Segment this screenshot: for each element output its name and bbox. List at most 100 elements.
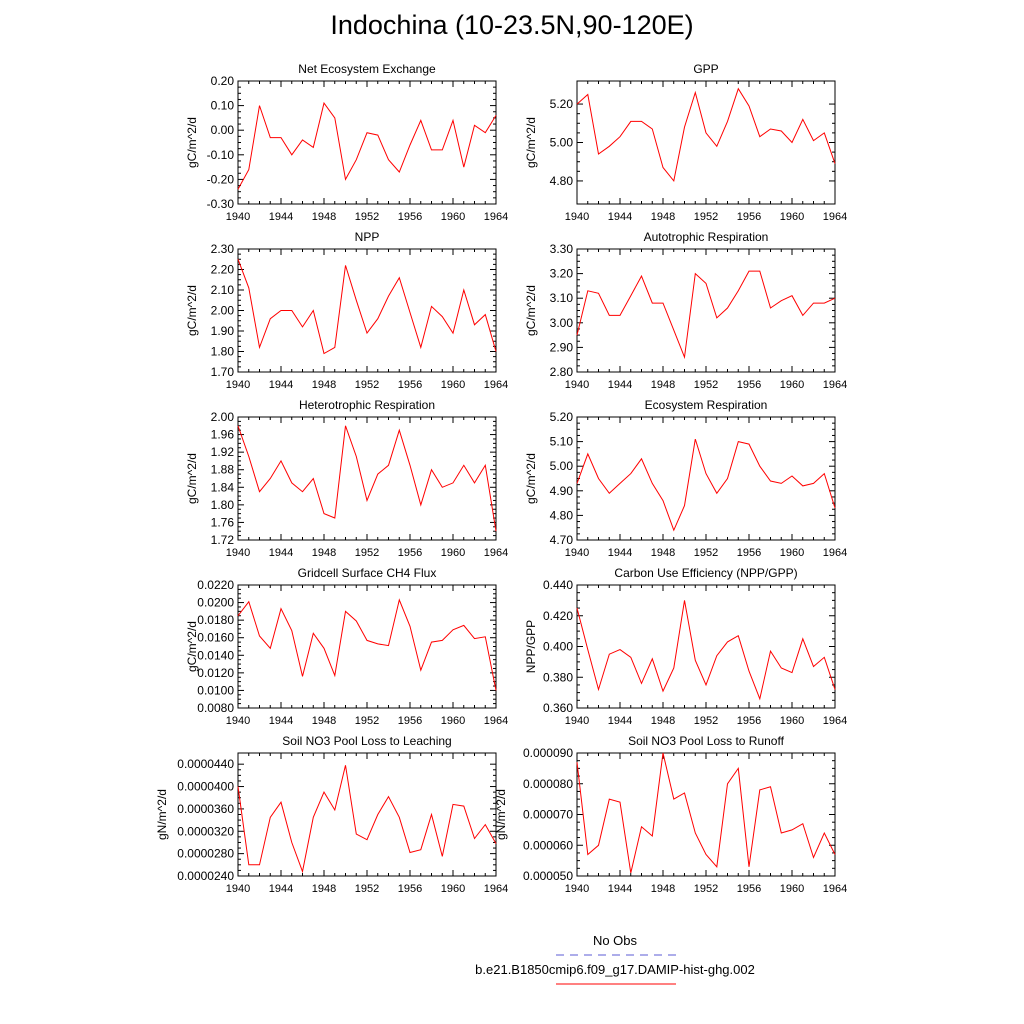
y-tick-label: 1.80 <box>211 345 235 359</box>
y-tick-label: 4.80 <box>550 508 574 522</box>
x-tick-label: 1940 <box>226 715 250 727</box>
x-tick-label: 1940 <box>226 547 250 559</box>
panel-5: Heterotrophic Respiration gC/m^2/d 1940 194… <box>185 398 508 559</box>
x-tick-label: 1964 <box>484 211 508 223</box>
x-tick-label: 1944 <box>608 379 632 391</box>
y-tick-label: -0.20 <box>207 172 235 186</box>
panel-2: GPP gC/m^2/d 1940 1944 1948 1952 1956 1960 1964 4… <box>524 62 847 223</box>
panel-title: GPP <box>693 62 718 76</box>
y-tick-label: 5.10 <box>550 435 574 449</box>
x-tick-label: 1944 <box>608 547 632 559</box>
x-tick-label: 1964 <box>484 547 508 559</box>
y-tick-label: 0.00 <box>211 123 235 137</box>
x-tick-label: 1964 <box>823 883 847 895</box>
y-axis-label: gN/m^2/d <box>155 789 169 840</box>
series-line <box>237 765 497 874</box>
x-tick-label: 1952 <box>694 547 718 559</box>
x-tick-label: 1964 <box>823 379 847 391</box>
x-tick-label: 1952 <box>355 715 379 727</box>
y-tick-label: 2.90 <box>550 340 574 354</box>
y-tick-label: 5.20 <box>550 97 574 111</box>
panel-title: Autotrophic Respiration <box>644 230 769 244</box>
y-tick-label: 3.20 <box>550 267 574 281</box>
legend-obs-label: No Obs <box>592 933 638 948</box>
series-line <box>237 259 497 355</box>
x-tick-label: 1944 <box>269 379 293 391</box>
x-tick-label: 1948 <box>651 715 675 727</box>
x-tick-label: 1964 <box>484 715 508 727</box>
y-tick-label: 0.000080 <box>523 777 573 791</box>
y-tick-label: 0.0120 <box>197 666 234 680</box>
y-tick-label: 1.84 <box>211 480 235 494</box>
y-tick-label: 0.0200 <box>197 596 234 610</box>
y-tick-label: 4.90 <box>550 484 574 498</box>
x-tick-label: 1944 <box>608 883 632 895</box>
x-tick-label: 1944 <box>269 883 293 895</box>
series-line <box>237 598 497 691</box>
x-tick-label: 1940 <box>565 715 589 727</box>
y-tick-label: 0.0080 <box>197 701 234 715</box>
legend-model-label: b.e21.B1850cmip6.f09_g17.DAMIP-hist-ghg.… <box>475 962 755 977</box>
y-tick-label: 4.80 <box>550 174 574 188</box>
x-tick-label: 1940 <box>565 547 589 559</box>
x-tick-label: 1964 <box>484 883 508 895</box>
series-line <box>576 87 836 183</box>
plot-frame <box>576 248 836 373</box>
x-tick-label: 1964 <box>823 715 847 727</box>
y-tick-label: 0.000060 <box>523 838 573 852</box>
series-line <box>237 425 497 532</box>
x-tick-label: 1960 <box>780 211 804 223</box>
x-tick-label: 1940 <box>226 379 250 391</box>
y-tick-label: 1.88 <box>211 463 235 477</box>
x-tick-label: 1960 <box>780 379 804 391</box>
plot-frame <box>237 248 497 373</box>
y-tick-label: 1.72 <box>211 533 235 547</box>
panel-title: NPP <box>355 230 380 244</box>
y-tick-label: 0.0000240 <box>177 869 234 883</box>
series-line <box>237 101 497 190</box>
x-tick-label: 1952 <box>694 883 718 895</box>
y-axis-label: gN/m^2/d <box>494 789 508 840</box>
y-tick-label: 1.70 <box>211 365 235 379</box>
x-tick-label: 1964 <box>823 547 847 559</box>
x-tick-label: 1956 <box>737 883 761 895</box>
panel-1: Net Ecosystem Exchange gC/m^2/d 1940 1944 19… <box>185 62 508 223</box>
y-tick-label: 0.0220 <box>197 578 234 592</box>
y-tick-label: 3.00 <box>550 316 574 330</box>
x-tick-label: 1952 <box>355 883 379 895</box>
x-tick-label: 1952 <box>694 715 718 727</box>
x-tick-label: 1944 <box>269 715 293 727</box>
y-tick-label: 0.0000400 <box>177 780 234 794</box>
x-tick-label: 1944 <box>269 211 293 223</box>
panel-title: Ecosystem Respiration <box>645 398 768 412</box>
x-tick-label: 1960 <box>780 715 804 727</box>
y-tick-label: 5.20 <box>550 410 574 424</box>
x-tick-label: 1960 <box>441 379 465 391</box>
y-axis-label: gC/m^2/d <box>524 117 538 168</box>
y-tick-label: 2.30 <box>211 242 235 256</box>
y-axis-label: gC/m^2/d <box>524 285 538 336</box>
y-tick-label: 0.0140 <box>197 648 234 662</box>
x-tick-label: 1952 <box>355 547 379 559</box>
y-tick-label: 0.10 <box>211 99 235 113</box>
y-tick-label: -0.30 <box>207 197 235 211</box>
panel-4: Autotrophic Respiration gC/m^2/d 1940 1944 1… <box>524 230 847 391</box>
x-tick-label: 1956 <box>398 883 422 895</box>
y-tick-label: 3.30 <box>550 242 574 256</box>
series-line <box>576 438 836 532</box>
y-tick-label: 0.380 <box>543 670 573 684</box>
x-tick-label: 1940 <box>565 211 589 223</box>
x-tick-label: 1952 <box>694 211 718 223</box>
y-tick-label: 1.96 <box>211 428 235 442</box>
y-tick-label: 1.80 <box>211 498 235 512</box>
x-tick-label: 1940 <box>565 883 589 895</box>
panel-title: Carbon Use Efficiency (NPP/GPP) <box>614 566 797 580</box>
x-tick-label: 1948 <box>651 547 675 559</box>
y-tick-label: 2.20 <box>211 263 235 277</box>
y-axis-label: gC/m^2/d <box>185 453 199 504</box>
y-tick-label: -0.10 <box>207 148 235 162</box>
x-tick-label: 1960 <box>441 211 465 223</box>
x-tick-label: 1948 <box>312 211 336 223</box>
x-tick-label: 1956 <box>737 379 761 391</box>
panel-10: Soil NO3 Pool Loss to Runoff gN/m^2/d 1940… <box>494 734 847 895</box>
